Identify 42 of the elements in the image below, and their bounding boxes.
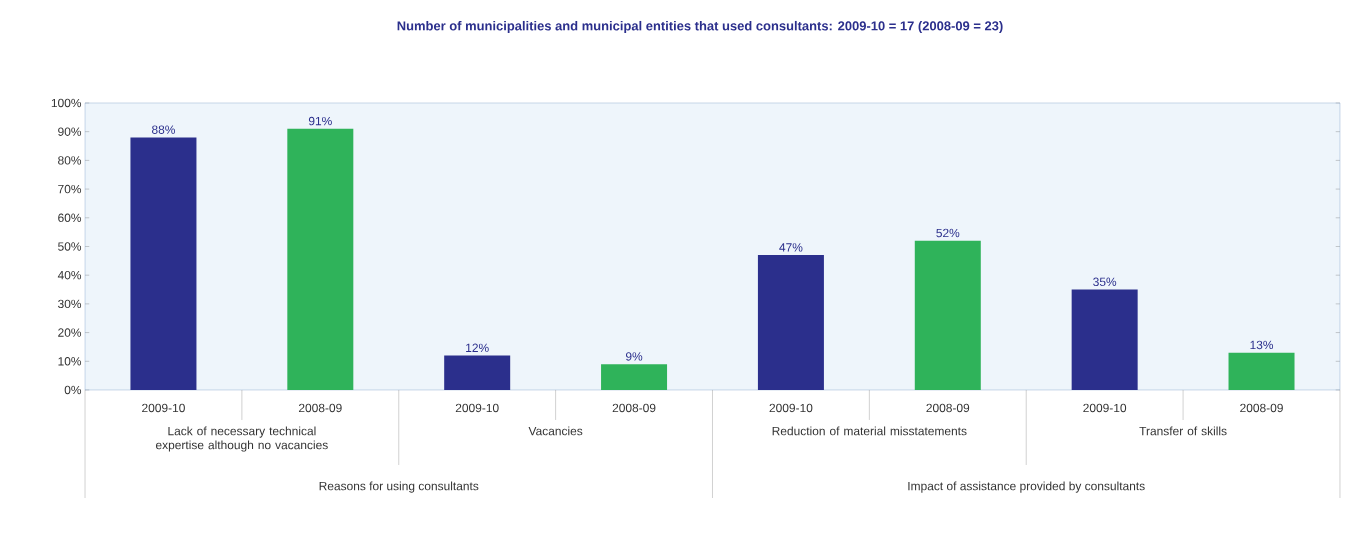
y-tick-label: 40% (57, 270, 82, 280)
x-tick-label: 2008-09 (612, 403, 656, 413)
text: Impact of assistance provided by consultants (908, 481, 1145, 493)
y-tick-label: 90% (58, 127, 82, 136)
data-label: 91% (308, 116, 332, 126)
data-label: 9% (625, 352, 643, 361)
y-tick-label: 0% (64, 385, 82, 395)
bar (601, 364, 668, 390)
text: Reduction of material misstatements (772, 426, 967, 436)
bar (287, 128, 354, 390)
text: Reasons for using consultants (319, 481, 479, 493)
x-tick-label: 2008-09 (1240, 403, 1283, 413)
y-tick-label: 20% (58, 328, 82, 337)
text: Transfer of skills (1139, 426, 1227, 436)
y-tick-label: 30% (58, 299, 82, 309)
x-tick-label: 2009-10 (455, 403, 499, 413)
data-label: 47% (779, 243, 803, 252)
bar (444, 355, 511, 390)
x-tick-label: 2009-10 (1083, 403, 1127, 413)
data-label: 13% (1250, 340, 1274, 350)
data-label: 35% (1093, 277, 1117, 287)
y-tick-label: 10% (58, 357, 82, 366)
x-tick-label: 2009-10 (142, 403, 185, 413)
y-tick-label: 70% (58, 184, 82, 194)
x-tick-label: 2008-09 (298, 403, 342, 413)
bar (757, 255, 824, 390)
chart-title: Number of municipalities and municipal entities that used consultants: 2009-10 = 17 (2008-09 = 23) (397, 20, 1003, 34)
bar (130, 137, 197, 390)
x-tick-label: 2008-09 (926, 403, 970, 413)
y-tick-label: 80% (58, 156, 82, 165)
y-tick-label: 60% (58, 213, 82, 223)
bar (1071, 289, 1138, 390)
bar (1228, 352, 1295, 390)
bar (914, 240, 981, 390)
data-label: 88% (152, 125, 175, 134)
y-tick-label: 50% (58, 242, 82, 251)
data-label: 12% (466, 343, 489, 353)
text: Vacancies (528, 426, 583, 436)
x-tick-label: 2009-10 (769, 403, 813, 413)
data-label: 52% (936, 228, 960, 238)
text: Lack of necessary technical expertise although no vacancies (155, 426, 328, 452)
y-tick-label: 100% (51, 98, 82, 108)
